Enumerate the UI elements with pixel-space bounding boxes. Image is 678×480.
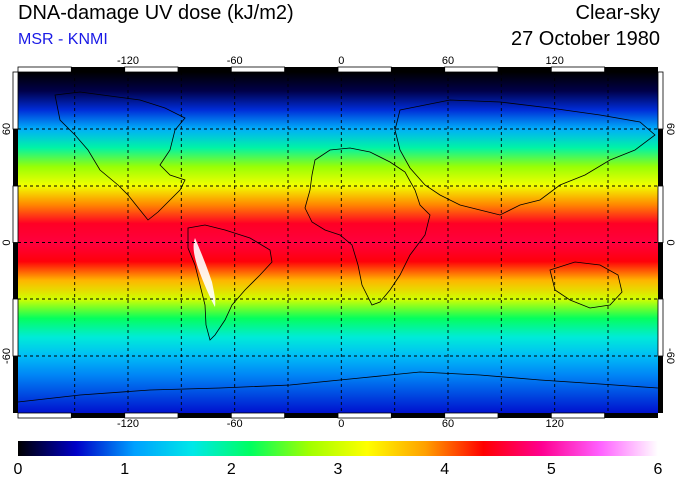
map-area: [18, 72, 658, 413]
colorbar-tick-label: 1: [120, 461, 129, 478]
coastline-north-america: [54, 91, 186, 221]
coastline-south-america: [187, 224, 273, 341]
colorbar-tick-label: 5: [547, 461, 556, 478]
coastline-asia: [394, 99, 656, 216]
lat-right-label: -60: [664, 348, 676, 364]
lat-left-label: -60: [1, 348, 13, 364]
coastline-antarctica: [18, 371, 658, 403]
lon-top-label: 60: [442, 55, 454, 67]
lon-bottom-label: 60: [442, 418, 454, 430]
lon-top-label: 120: [546, 55, 564, 67]
map-title: DNA-damage UV dose (kJ/m2): [18, 2, 294, 24]
coastline-australia: [549, 261, 623, 309]
map-border-sides: [12, 71, 664, 413]
lon-top-label: -120: [117, 55, 139, 67]
lat-left-label: 60: [1, 123, 13, 135]
map-date: 27 October 1980: [511, 28, 660, 50]
map-border-top: [17, 66, 658, 73]
colorbar-tick-label: 6: [654, 461, 663, 478]
graticule: [18, 72, 658, 413]
lon-bottom-label: 0: [338, 418, 344, 430]
sky-condition: Clear-sky: [575, 2, 660, 24]
lon-bottom-label: 120: [546, 418, 564, 430]
map-subtitle: MSR - KNMI: [18, 31, 108, 48]
colorbar-tick-label: 2: [227, 461, 236, 478]
coastline-europe-africa: [304, 147, 431, 306]
map-border-bottom: [17, 412, 658, 419]
colorbar-tick-label: 0: [14, 461, 23, 478]
colorbar: [18, 441, 658, 456]
lon-bottom-label: -60: [227, 418, 243, 430]
lon-bottom-label: -120: [117, 418, 139, 430]
lon-top-label: 0: [338, 55, 344, 67]
colorbar-tick-label: 3: [334, 461, 343, 478]
lon-top-label: -60: [227, 55, 243, 67]
lat-right-label: 0: [664, 239, 676, 245]
andes-high-dose-streak: [193, 238, 216, 307]
lat-right-label: 60: [664, 123, 676, 135]
coastlines: [18, 91, 658, 403]
lat-left-label: 0: [1, 239, 13, 245]
colorbar-tick-label: 4: [440, 461, 449, 478]
